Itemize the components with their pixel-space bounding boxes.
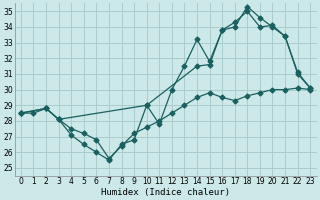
X-axis label: Humidex (Indice chaleur): Humidex (Indice chaleur): [101, 188, 230, 197]
